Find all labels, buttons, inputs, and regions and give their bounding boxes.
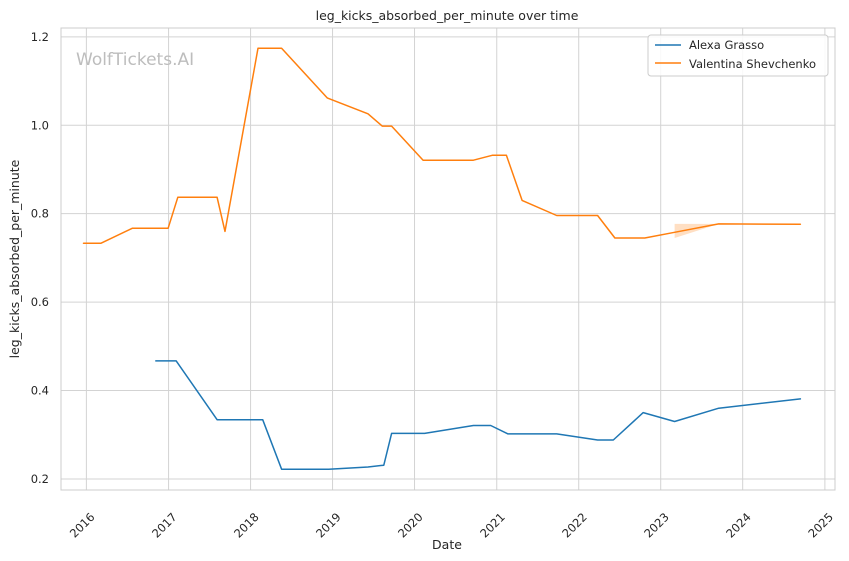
y-tick-label: 0.8 — [31, 207, 49, 221]
chart-title: leg_kicks_absorbed_per_minute over time — [316, 8, 579, 23]
y-axis-title: leg_kicks_absorbed_per_minute — [7, 159, 22, 358]
x-tick-label: 2017 — [149, 510, 180, 541]
band-valentina-shevchenko — [674, 223, 719, 238]
y-tick-label: 1.2 — [31, 30, 49, 44]
x-tick-label: 2018 — [231, 510, 262, 541]
legend-frame — [647, 34, 829, 77]
y-tick-label: 0.6 — [31, 295, 49, 309]
series-lines — [82, 47, 802, 470]
confidence-bands — [674, 223, 719, 238]
y-tick-label: 0.4 — [31, 384, 49, 398]
legend-label-alexa-grasso: Alexa Grasso — [689, 38, 764, 52]
y-tick-label: 1.0 — [31, 118, 49, 132]
series-line-alexa-grasso — [155, 360, 802, 470]
x-tick-label: 2025 — [805, 510, 836, 541]
x-tick-label: 2016 — [67, 510, 98, 541]
y-tick-labels: 0.2 0.4 0.6 0.8 1.0 1.2 — [31, 30, 49, 486]
x-tick-labels: 2016 2017 2018 2019 2020 2021 2022 2023 2024 2025 — [67, 510, 836, 541]
legend: Alexa Grasso Valentina Shevchenko — [647, 34, 829, 77]
x-axis-title: Date — [432, 537, 462, 552]
x-tick-label: 2023 — [641, 510, 672, 541]
plot-frame — [60, 27, 836, 491]
watermark: WolfTickets.AI — [76, 50, 194, 70]
series-line-valentina-shevchenko — [82, 47, 802, 245]
legend-label-valentina-shevchenko: Valentina Shevchenko — [689, 57, 816, 71]
x-tick-label: 2020 — [395, 510, 426, 541]
y-tick-label: 0.2 — [31, 472, 49, 486]
x-tick-label: 2024 — [723, 510, 754, 541]
grid — [61, 28, 835, 490]
x-tick-label: 2022 — [559, 510, 590, 541]
x-tick-label: 2019 — [313, 510, 344, 541]
x-tick-label: 2021 — [477, 510, 508, 541]
